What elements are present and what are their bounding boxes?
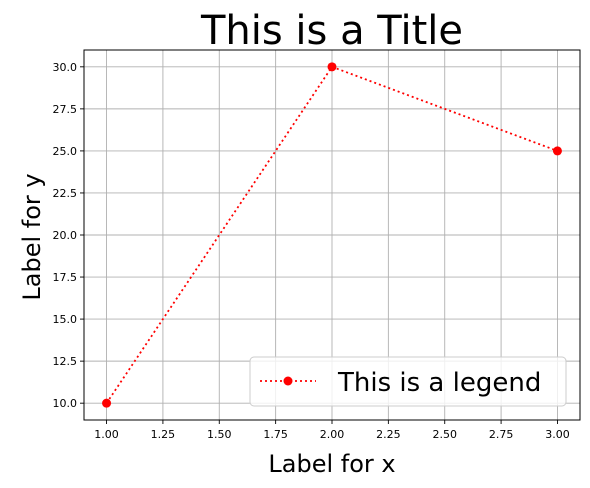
x-tick-label: 3.00: [545, 428, 570, 441]
x-tick-label: 2.50: [432, 428, 457, 441]
x-tick-label: 2.25: [376, 428, 401, 441]
x-tick-label: 1.75: [263, 428, 288, 441]
y-tick-label: 17.5: [53, 271, 78, 284]
series-layer: [102, 62, 562, 408]
y-tick-label: 12.5: [53, 355, 78, 368]
y-tick-label: 15.0: [53, 313, 78, 326]
y-tick-label: 30.0: [53, 61, 78, 74]
x-tick-label: 1.25: [151, 428, 176, 441]
data-point: [327, 62, 337, 72]
y-tick-label: 20.0: [53, 229, 78, 242]
legend-marker: [283, 376, 293, 386]
x-axis-label: Label for x: [268, 450, 395, 478]
y-axis-label: Label for y: [18, 173, 46, 300]
series-line: [105, 65, 558, 404]
y-tick-label: 25.0: [53, 145, 78, 158]
legend: This is a legend: [249, 356, 567, 407]
x-tick-label: 1.50: [207, 428, 232, 441]
data-point: [552, 146, 562, 156]
legend-label: This is a legend: [337, 368, 541, 398]
legend-box: [249, 356, 567, 407]
x-tick-label: 2.00: [320, 428, 345, 441]
y-tick-label: 10.0: [53, 397, 78, 410]
axis-ticks: 1.00 1.25 1.50 1.75 2.00 2.25 2.50 2.75 3.00 10.0…: [53, 61, 570, 441]
chart-title: This is a Title: [200, 8, 463, 54]
y-tick-label: 22.5: [53, 187, 78, 200]
x-tick-label: 2.75: [489, 428, 514, 441]
data-point: [102, 398, 112, 408]
x-tick-label: 1.00: [94, 428, 119, 441]
plot-frame: [83, 49, 581, 421]
y-tick-label: 27.5: [53, 103, 78, 116]
